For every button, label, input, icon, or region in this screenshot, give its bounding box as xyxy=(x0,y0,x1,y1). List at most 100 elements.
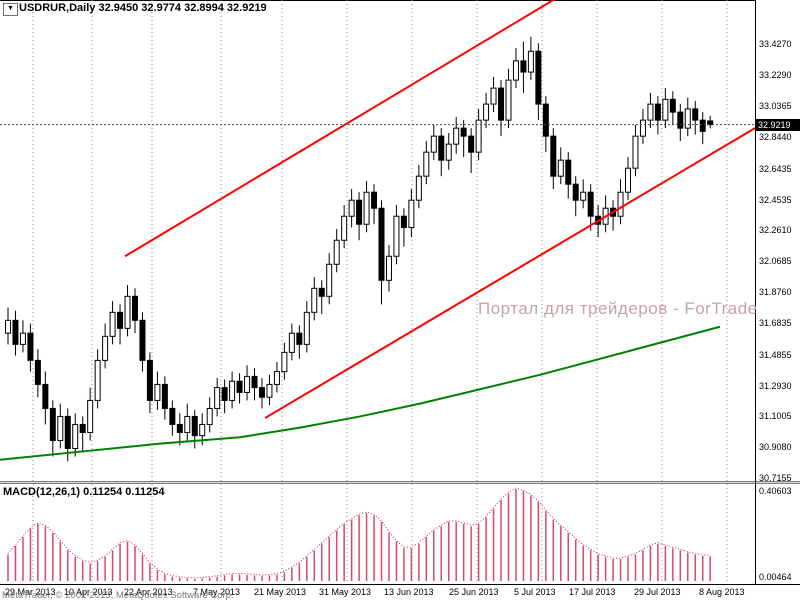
candle xyxy=(131,288,138,334)
macd-bar xyxy=(261,576,263,581)
macd-bar xyxy=(59,541,62,581)
candle xyxy=(505,68,512,129)
macd-bar xyxy=(126,541,129,581)
macd-bar xyxy=(657,543,659,581)
current-price-tag: 32.9219 xyxy=(755,118,800,131)
main-chart-canvas[interactable] xyxy=(0,0,756,481)
macd-max-label: 0.40603 xyxy=(759,486,792,496)
candle xyxy=(19,320,26,353)
macd-bar xyxy=(425,537,428,581)
price-axis-label: 31.6835 xyxy=(759,317,792,328)
macd-bar xyxy=(268,575,271,581)
candle xyxy=(460,120,467,157)
macd-indicator-canvas[interactable] xyxy=(0,484,756,584)
macd-bar xyxy=(522,491,525,581)
candle xyxy=(87,387,94,441)
macd-bar xyxy=(208,577,211,581)
macd-bar xyxy=(455,521,457,581)
candle xyxy=(57,403,64,449)
candle xyxy=(244,365,251,401)
candle xyxy=(602,195,609,233)
axis-border xyxy=(755,0,756,584)
macd-bar xyxy=(627,556,629,581)
trend-channel-line[interactable] xyxy=(124,0,556,258)
macd-bar xyxy=(679,550,682,581)
candles-layer xyxy=(5,36,714,462)
macd-bar xyxy=(306,556,308,581)
macd-bar xyxy=(37,524,39,581)
price-axis-label: 31.2930 xyxy=(759,380,792,391)
price-axis-label: 30.7155 xyxy=(759,473,792,484)
macd-bar xyxy=(552,519,555,581)
macd-bar xyxy=(74,556,76,581)
candle xyxy=(348,189,355,228)
candle xyxy=(550,128,557,190)
candle xyxy=(535,43,542,121)
candle xyxy=(214,378,221,417)
date-label: 31 May 2013 xyxy=(319,587,372,597)
macd-axis[interactable]: 0.40603 0.00464 xyxy=(756,484,800,584)
macd-bar xyxy=(365,513,368,581)
price-axis[interactable]: 33.4270 33.2290 33.0365 32.8440 32.6435 32.45… xyxy=(756,0,800,484)
candle xyxy=(400,208,407,247)
macd-bar xyxy=(313,550,316,581)
macd-bar xyxy=(537,502,540,581)
macd-bar xyxy=(44,526,47,581)
candle xyxy=(288,323,295,361)
candle xyxy=(333,229,340,273)
date-label: 25 Jun 2013 xyxy=(449,587,499,597)
candle xyxy=(27,323,34,372)
macd-bar xyxy=(194,578,196,581)
date-label: 29 Mar 2013 xyxy=(5,587,56,597)
candle xyxy=(445,132,452,170)
trend-channel-line[interactable] xyxy=(264,127,756,419)
macd-bar xyxy=(574,539,577,581)
candle xyxy=(423,140,430,185)
macd-bar xyxy=(343,524,345,581)
macd-bar xyxy=(89,563,91,581)
candle xyxy=(311,277,318,321)
candle xyxy=(184,403,191,441)
date-axis[interactable]: 29 Mar 2013 10 Apr 2013 22 Apr 2013 7 May 2… xyxy=(0,585,800,600)
macd-bar xyxy=(447,521,450,581)
macd-bar xyxy=(612,559,614,581)
chevron-down-icon[interactable]: ▼ xyxy=(3,3,18,16)
macd-bar xyxy=(81,561,84,581)
macd-bar xyxy=(410,548,413,581)
candle xyxy=(161,376,168,420)
macd-bar xyxy=(545,510,547,581)
candle xyxy=(42,371,49,425)
candle xyxy=(378,200,385,305)
macd-bar xyxy=(246,574,248,581)
price-axis-label: 31.4855 xyxy=(759,349,792,360)
macd-histogram-layer xyxy=(7,489,711,581)
candle xyxy=(677,104,684,141)
candle xyxy=(557,147,564,185)
candle xyxy=(610,200,617,231)
price-axis-label: 31.1005 xyxy=(759,411,792,422)
macd-bar xyxy=(649,545,652,581)
candle xyxy=(258,378,265,409)
candle xyxy=(438,128,445,177)
macd-bar xyxy=(231,574,233,581)
candle xyxy=(191,410,198,449)
candle xyxy=(124,285,131,337)
candle xyxy=(79,416,86,452)
candle xyxy=(632,124,639,177)
candle xyxy=(625,156,632,201)
watermark-text: Портал для трейдеров - ForTrader xyxy=(478,299,764,318)
price-axis-label: 30.9080 xyxy=(759,442,792,453)
candle xyxy=(236,373,243,404)
candle xyxy=(296,325,303,359)
panel-separator[interactable] xyxy=(0,481,800,484)
macd-bar xyxy=(709,556,711,581)
macd-bar xyxy=(186,578,189,581)
macd-bar xyxy=(335,530,338,581)
candle xyxy=(654,96,661,135)
macd-bar xyxy=(694,554,696,581)
candle xyxy=(356,192,363,241)
macd-grid-layer xyxy=(32,484,728,584)
macd-bar xyxy=(291,567,293,581)
candle xyxy=(385,245,392,292)
